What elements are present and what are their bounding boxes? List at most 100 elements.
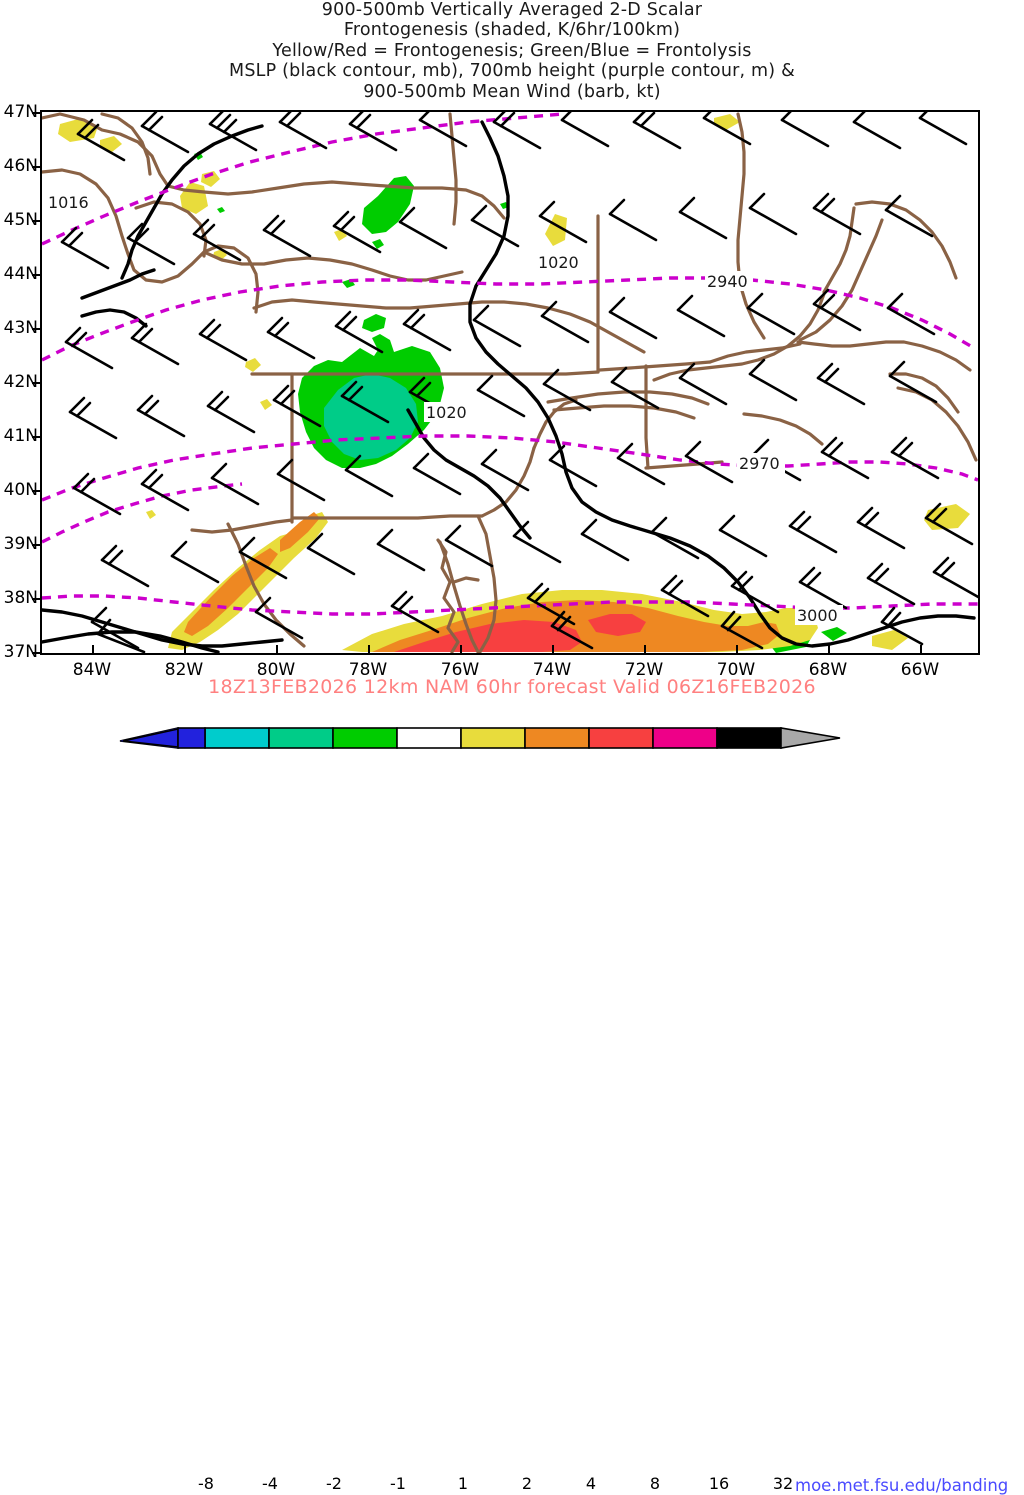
colorbar-tick--4: -4 (262, 1474, 278, 1493)
forecast-caption: 18Z13FEB2026 12km NAM 60hr forecast Vali… (208, 676, 816, 698)
colorbar-seg-4-8 (588, 727, 654, 749)
wind-barb (492, 112, 542, 150)
y-axis-label-39N: 39N (3, 534, 38, 554)
wind-barb (542, 368, 592, 412)
wind-barb (512, 520, 562, 564)
mslp-label-1020-north: 1020 (538, 253, 579, 272)
height-contour-2985 (42, 482, 243, 544)
colorbar-seg-1-2 (460, 727, 526, 749)
wind-barb (332, 210, 382, 254)
wind-barb (888, 360, 938, 404)
wind-barb (470, 204, 520, 248)
wind-barb (540, 300, 590, 344)
colorbar-svg (119, 727, 841, 749)
wind-barb (924, 502, 974, 546)
colorbar[interactable]: -8 -4 -2 -1 1 2 4 8 16 32 moe.met.fsu.ed… (0, 726, 1024, 1495)
wind-barbs (60, 112, 978, 653)
wind-barb (344, 454, 394, 498)
wind-barb (444, 524, 494, 568)
title-line-4: MSLP (black contour, mb), 700mb height (… (229, 61, 795, 82)
wind-barb (720, 610, 764, 650)
wind-barb (856, 506, 906, 550)
colorbar-tick--1: -1 (390, 1474, 406, 1493)
y-axis-label-44N: 44N (3, 264, 38, 284)
watermark-link[interactable]: moe.met.fsu.edu/banding (795, 1476, 1009, 1495)
colorbar-tick--8: -8 (198, 1474, 214, 1493)
y-axis-label-41N: 41N (3, 426, 38, 446)
map-plot-area[interactable]: 1016 1020 1020 2940 2970 3000 (40, 110, 980, 655)
wind-barb (140, 112, 190, 154)
wind-barb (272, 384, 322, 428)
wind-barb (616, 442, 666, 486)
wind-barb (650, 516, 700, 560)
wind-barb (100, 544, 150, 588)
wind-barb (746, 292, 796, 336)
x-axis-label-66W: 66W (900, 660, 940, 680)
height-contour-2910 (42, 112, 563, 246)
wind-barb (334, 310, 384, 354)
wind-barb (418, 112, 468, 148)
wind-barb (348, 112, 398, 152)
colorbar-tick--2: -2 (326, 1474, 342, 1493)
wind-barb (306, 532, 356, 576)
mslp-contour-1016 (120, 124, 264, 280)
wind-barb (866, 562, 916, 606)
wind-barb (852, 112, 902, 150)
wind-barb (932, 556, 978, 599)
wind-barb (730, 570, 780, 614)
wind-barb (660, 574, 710, 618)
height-label-2970: 2970 (739, 454, 780, 473)
colorbar-seg--2--1 (332, 727, 398, 749)
wind-barb (684, 440, 734, 484)
wind-barb (678, 362, 728, 406)
wind-barb (718, 514, 768, 558)
title-line-5: 900-500mb Mean Wind (barb, kt) (363, 81, 661, 102)
wind-barb (96, 618, 146, 653)
wind-barb (76, 118, 126, 162)
mslp-label-1016: 1016 (48, 193, 89, 212)
title-line-3: Yellow/Red = Frontogenesis; Green/Blue =… (272, 40, 752, 61)
wind-barb (276, 458, 326, 502)
colorbar-seg-16-32 (716, 727, 782, 749)
wind-barb (60, 226, 110, 270)
wind-barb (402, 308, 452, 352)
geography-borders (42, 112, 978, 653)
wind-barb (632, 112, 682, 150)
title-line-2: Frontogenesis (shaded, K/6hr/100km) (343, 20, 681, 41)
wind-barb (206, 390, 256, 434)
wind-barb (748, 358, 798, 402)
wind-barb (68, 396, 118, 440)
colorbar-seg--1-1 (396, 727, 462, 749)
wind-barb (198, 318, 248, 362)
x-axis-label-82W: 82W (164, 660, 204, 680)
y-axis-label-40N: 40N (3, 480, 38, 500)
wind-barb (278, 112, 328, 150)
map-canvas: 1016 1020 1020 2940 2970 3000 (42, 112, 978, 653)
wind-barb (608, 296, 658, 340)
wind-barb (812, 288, 862, 332)
mslp-contour-south2 (42, 630, 220, 653)
wind-barb (480, 448, 530, 492)
mslp-contour-1020-north (468, 120, 976, 648)
height-label-3000: 3000 (797, 606, 838, 625)
wind-barb (890, 436, 940, 480)
wind-barb (72, 472, 122, 516)
wind-barb (798, 566, 848, 610)
wind-barb (884, 194, 934, 238)
wind-barb (812, 192, 862, 236)
wind-barb (130, 322, 180, 366)
wind-barb (254, 596, 304, 640)
wind-barb (580, 518, 630, 562)
y-axis-label-43N: 43N (3, 318, 38, 338)
colorbar-seg-8-16 (652, 727, 718, 749)
wind-barb (918, 112, 968, 146)
wind-barb (678, 196, 728, 240)
y-axis-label-38N: 38N (3, 588, 38, 608)
wind-barb (780, 112, 830, 148)
y-axis-label-37N: 37N (3, 642, 38, 662)
wind-barb (676, 294, 726, 338)
wind-barb (702, 112, 752, 146)
wind-barb (390, 590, 440, 634)
wind-barb (610, 366, 660, 410)
